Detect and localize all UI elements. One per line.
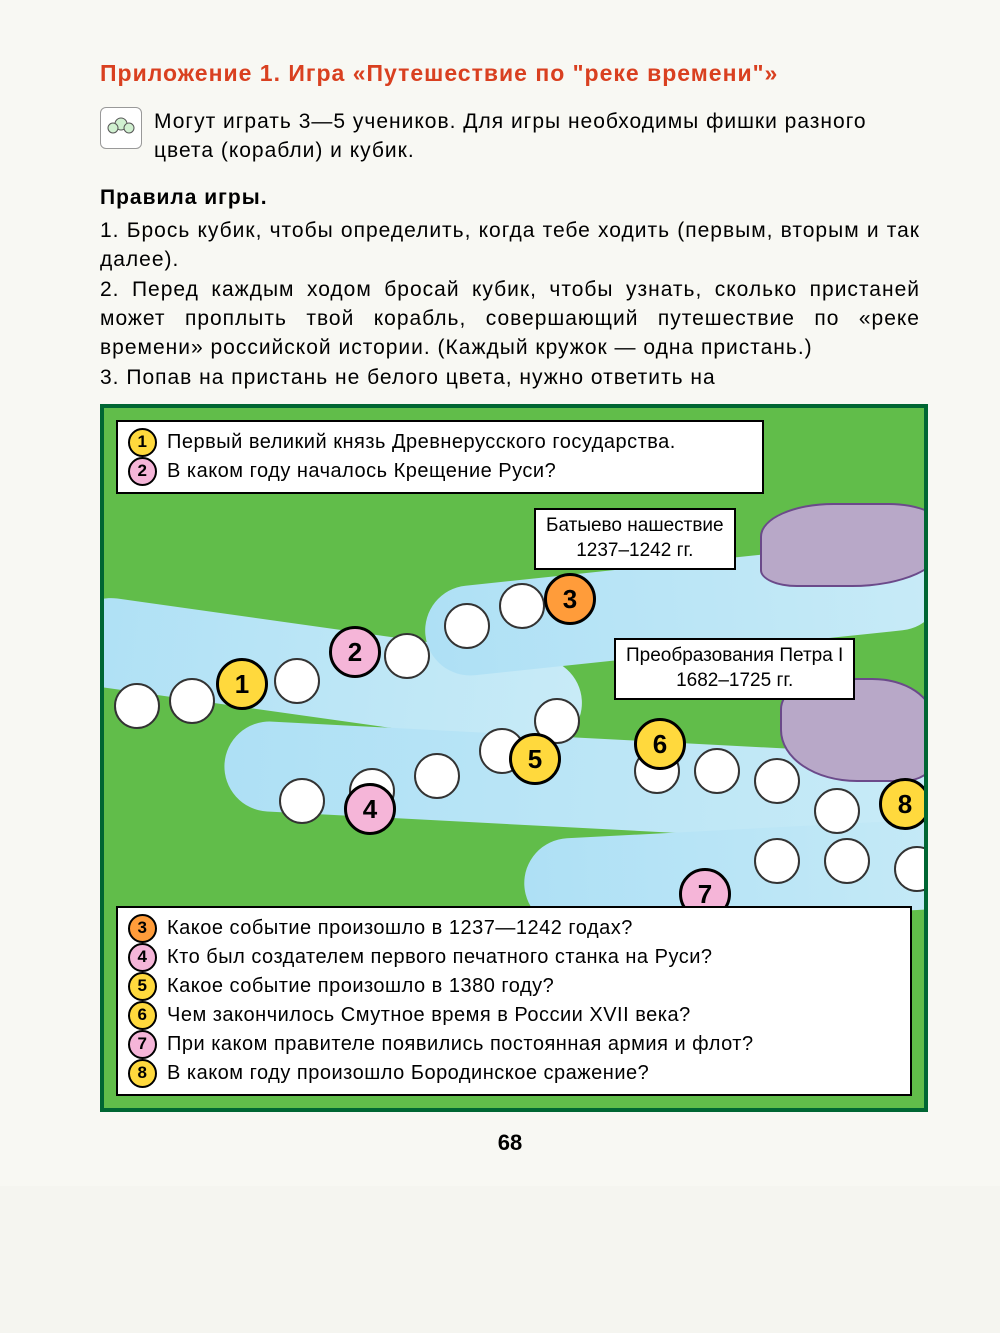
board-number-dot: 4 bbox=[344, 783, 396, 835]
question-row: 4 Кто был создателем первого печатного с… bbox=[128, 943, 900, 972]
question-box-bottom: 3 Какое событие произошло в 1237—1242 го… bbox=[116, 906, 912, 1096]
board-number-dot: 5 bbox=[509, 733, 561, 785]
intro-text: Могут играть 3—5 учеников. Для игры необ… bbox=[100, 107, 920, 166]
board-number-dot: 1 bbox=[216, 658, 268, 710]
question-row: 5 Какое событие произошло в 1380 году? bbox=[128, 972, 900, 1001]
question-row: 3 Какое событие произошло в 1237—1242 го… bbox=[128, 914, 900, 943]
question-number-circle: 2 bbox=[128, 457, 157, 486]
question-text: Какое событие произошло в 1237—1242 года… bbox=[167, 915, 633, 942]
question-row: 1 Первый великий князь Древнерусского го… bbox=[128, 428, 752, 457]
board-number-dot: 8 bbox=[879, 778, 928, 830]
question-number-circle: 8 bbox=[128, 1059, 157, 1088]
question-row: 8 В каком году произошло Бородинское сра… bbox=[128, 1059, 900, 1088]
board-dot bbox=[754, 838, 800, 884]
question-number-circle: 3 bbox=[128, 914, 157, 943]
rule-3: 3. Попав на пристань не белого цвета, ну… bbox=[100, 363, 920, 392]
board-dot bbox=[169, 678, 215, 724]
rocks bbox=[760, 503, 928, 587]
event-line: Преобразования Петра I bbox=[626, 644, 843, 669]
event-line: Батыево нашествие bbox=[546, 514, 724, 539]
textbook-page: Приложение 1. Игра «Путешествие по "реке… bbox=[0, 0, 1000, 1186]
rule-1: 1. Брось кубик, чтобы определить, когда … bbox=[100, 216, 920, 275]
board-dot bbox=[279, 778, 325, 824]
question-number-circle: 6 bbox=[128, 1001, 157, 1030]
question-text: Чем закончилось Смутное время в России X… bbox=[167, 1002, 691, 1029]
event-line: 1237–1242 гг. bbox=[546, 539, 724, 564]
board-dot bbox=[444, 603, 490, 649]
question-number-circle: 1 bbox=[128, 428, 157, 457]
board-dot bbox=[274, 658, 320, 704]
board-dot bbox=[694, 748, 740, 794]
board-dot bbox=[384, 633, 430, 679]
event-label: Батыево нашествие 1237–1242 гг. bbox=[534, 508, 736, 569]
question-text: В каком году началось Крещение Руси? bbox=[167, 458, 556, 485]
board-dot bbox=[754, 758, 800, 804]
question-row: 2 В каком году началось Крещение Руси? bbox=[128, 457, 752, 486]
question-text: Кто был создателем первого печатного ста… bbox=[167, 944, 713, 971]
question-box-top: 1 Первый великий князь Древнерусского го… bbox=[116, 420, 764, 494]
board-dot bbox=[814, 788, 860, 834]
board-dot bbox=[499, 583, 545, 629]
intro-block: Могут играть 3—5 учеников. Для игры необ… bbox=[100, 107, 920, 180]
rules-heading: Правила игры. bbox=[100, 186, 920, 210]
rule-2: 2. Перед каждым ходом бросай кубик, чтоб… bbox=[100, 275, 920, 363]
question-number-circle: 5 bbox=[128, 972, 157, 1001]
group-icon bbox=[100, 107, 142, 149]
event-label: Преобразования Петра I 1682–1725 гг. bbox=[614, 638, 855, 699]
question-text: Первый великий князь Древнерусского госу… bbox=[167, 429, 676, 456]
page-title: Приложение 1. Игра «Путешествие по "реке… bbox=[100, 60, 920, 87]
question-row: 6 Чем закончилось Смутное время в России… bbox=[128, 1001, 900, 1030]
game-board: 1 Первый великий князь Древнерусского го… bbox=[100, 404, 928, 1112]
page-number: 68 bbox=[100, 1130, 920, 1156]
question-row: 7 При каком правителе появились постоянн… bbox=[128, 1030, 900, 1059]
board-dot bbox=[114, 683, 160, 729]
event-line: 1682–1725 гг. bbox=[626, 669, 843, 694]
board-number-dot: 3 bbox=[544, 573, 596, 625]
board-number-dot: 6 bbox=[634, 718, 686, 770]
board-number-dot: 2 bbox=[329, 626, 381, 678]
question-number-circle: 7 bbox=[128, 1030, 157, 1059]
question-text: При каком правителе появились постоянная… bbox=[167, 1031, 754, 1058]
question-text: Какое событие произошло в 1380 году? bbox=[167, 973, 554, 1000]
question-number-circle: 4 bbox=[128, 943, 157, 972]
board-dot bbox=[824, 838, 870, 884]
board-dot bbox=[414, 753, 460, 799]
question-text: В каком году произошло Бородинское сраже… bbox=[167, 1060, 649, 1087]
